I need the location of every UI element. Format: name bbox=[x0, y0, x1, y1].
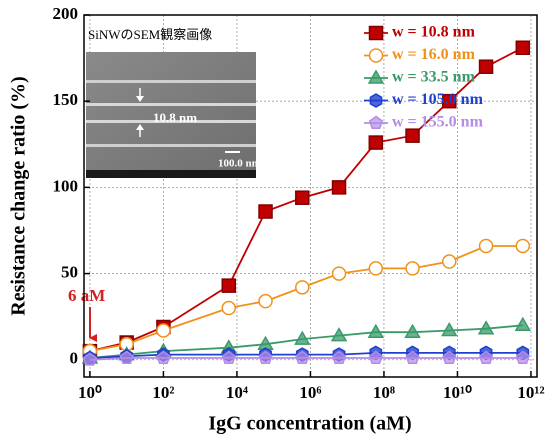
marker bbox=[442, 350, 457, 365]
marker bbox=[331, 180, 347, 195]
y-tick-label: 50 bbox=[61, 262, 78, 281]
marker bbox=[258, 293, 273, 309]
x-tick-label: 10⁴ bbox=[226, 383, 248, 402]
marker bbox=[258, 204, 273, 219]
series-line bbox=[89, 245, 523, 352]
marker bbox=[405, 128, 420, 143]
legend-label: w = 105.0 nm bbox=[392, 91, 484, 108]
marker bbox=[514, 316, 531, 332]
marker bbox=[332, 350, 347, 365]
marker bbox=[405, 261, 420, 276]
legend-marker bbox=[368, 25, 384, 41]
legend-marker bbox=[368, 115, 384, 130]
legend-label: w = 16.0 nm bbox=[392, 46, 476, 63]
marker bbox=[221, 278, 237, 293]
inset-title: SiNWのSEM観察画像 bbox=[88, 27, 212, 42]
marker bbox=[258, 350, 273, 365]
marker bbox=[295, 280, 310, 295]
marker bbox=[367, 323, 384, 338]
marker bbox=[478, 59, 494, 74]
x-tick-label: 10² bbox=[152, 383, 174, 402]
marker bbox=[221, 300, 237, 316]
x-tick-label: 10⁸ bbox=[373, 383, 395, 402]
legend-label: w = 155.0 nm bbox=[392, 114, 484, 131]
marker bbox=[368, 350, 383, 365]
marker bbox=[405, 350, 420, 365]
y-tick-label: 200 bbox=[53, 4, 79, 23]
marker bbox=[442, 254, 457, 269]
marker bbox=[331, 266, 347, 281]
legend-marker bbox=[367, 69, 385, 84]
legend-marker bbox=[369, 93, 383, 108]
marker bbox=[330, 327, 348, 342]
x-axis-title: IgG concentration (aM) bbox=[208, 413, 411, 435]
marker bbox=[478, 238, 494, 254]
x-tick-label: 10⁰ bbox=[78, 383, 102, 402]
marker bbox=[368, 261, 384, 276]
marker bbox=[368, 135, 384, 150]
sem-inset bbox=[86, 52, 256, 178]
marker bbox=[477, 320, 495, 335]
marker bbox=[515, 238, 531, 254]
legend-label: w = 10.8 nm bbox=[392, 24, 476, 41]
marker bbox=[294, 330, 311, 345]
inset-width-label: 10.8 nm bbox=[153, 110, 197, 125]
x-tick-label: 10¹² bbox=[517, 383, 544, 402]
marker bbox=[82, 352, 97, 366]
marker bbox=[404, 323, 421, 338]
x-tick-label: 10⁶ bbox=[299, 383, 321, 402]
marker bbox=[156, 350, 171, 365]
marker bbox=[515, 350, 530, 365]
marker bbox=[442, 93, 457, 109]
marker bbox=[119, 350, 134, 365]
legend-marker bbox=[368, 48, 384, 63]
marker bbox=[441, 321, 458, 337]
y-tick-label: 150 bbox=[53, 90, 79, 109]
y-tick-label: 0 bbox=[70, 349, 79, 368]
marker bbox=[479, 350, 494, 365]
inset-scale-label: 100.0 nm bbox=[218, 158, 261, 170]
x-tick-label: 10¹⁰ bbox=[443, 383, 472, 402]
y-axis-title: Resistance change ratio (%) bbox=[8, 76, 30, 315]
legend-label: w = 33.5 nm bbox=[392, 69, 476, 86]
y-tick-label: 100 bbox=[53, 176, 79, 195]
annotation: 6 aM bbox=[68, 286, 105, 305]
marker bbox=[295, 350, 310, 365]
marker bbox=[221, 350, 236, 365]
marker bbox=[295, 190, 310, 205]
marker bbox=[515, 40, 531, 56]
marker bbox=[156, 323, 171, 338]
